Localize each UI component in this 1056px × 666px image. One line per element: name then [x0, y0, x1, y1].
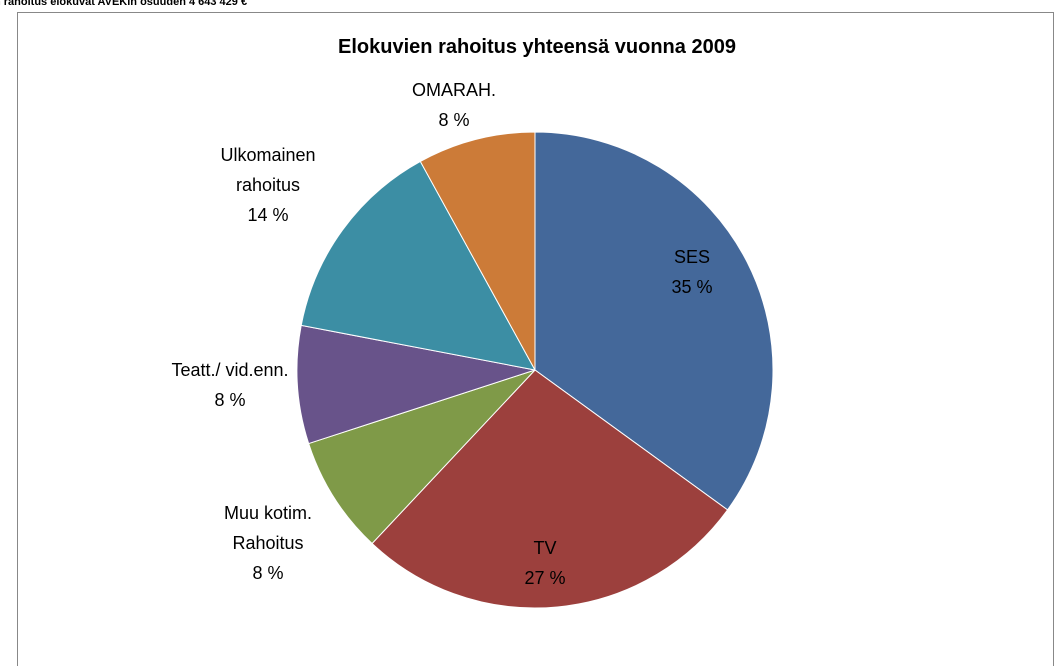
slice-category-label: OMARAH. — [411, 80, 497, 100]
pie-slice — [534, 131, 774, 511]
slice-category-label: Teatt./ vid.enn. — [171, 360, 289, 380]
slice-category-label: SES — [673, 247, 711, 267]
pie-slice — [296, 324, 536, 445]
slice-value-label: 14 % — [247, 205, 289, 225]
slice-value-label: 27 % — [524, 568, 566, 588]
caption: n rahoitus elokuvat AVEKin osuuden 4 643… — [0, 0, 248, 8]
slice-value-label: 8 % — [438, 110, 470, 130]
pie-slice — [308, 369, 536, 545]
pie-slice — [419, 131, 536, 371]
slice-value-label: 8 % — [214, 390, 246, 410]
pie-slice — [371, 369, 729, 609]
slice-category-label: Muu kotim. Rahoitus — [223, 503, 313, 553]
pie-slice — [300, 160, 536, 371]
slice-value-label: 8 % — [252, 563, 284, 583]
chart-title: Elokuvien rahoitus yhteensä vuonna 2009 — [338, 36, 736, 58]
slice-category-label: Ulkomainen rahoitus — [220, 145, 316, 195]
slice-value-label: 35 % — [671, 277, 713, 297]
slice-category-label: TV — [533, 538, 557, 558]
